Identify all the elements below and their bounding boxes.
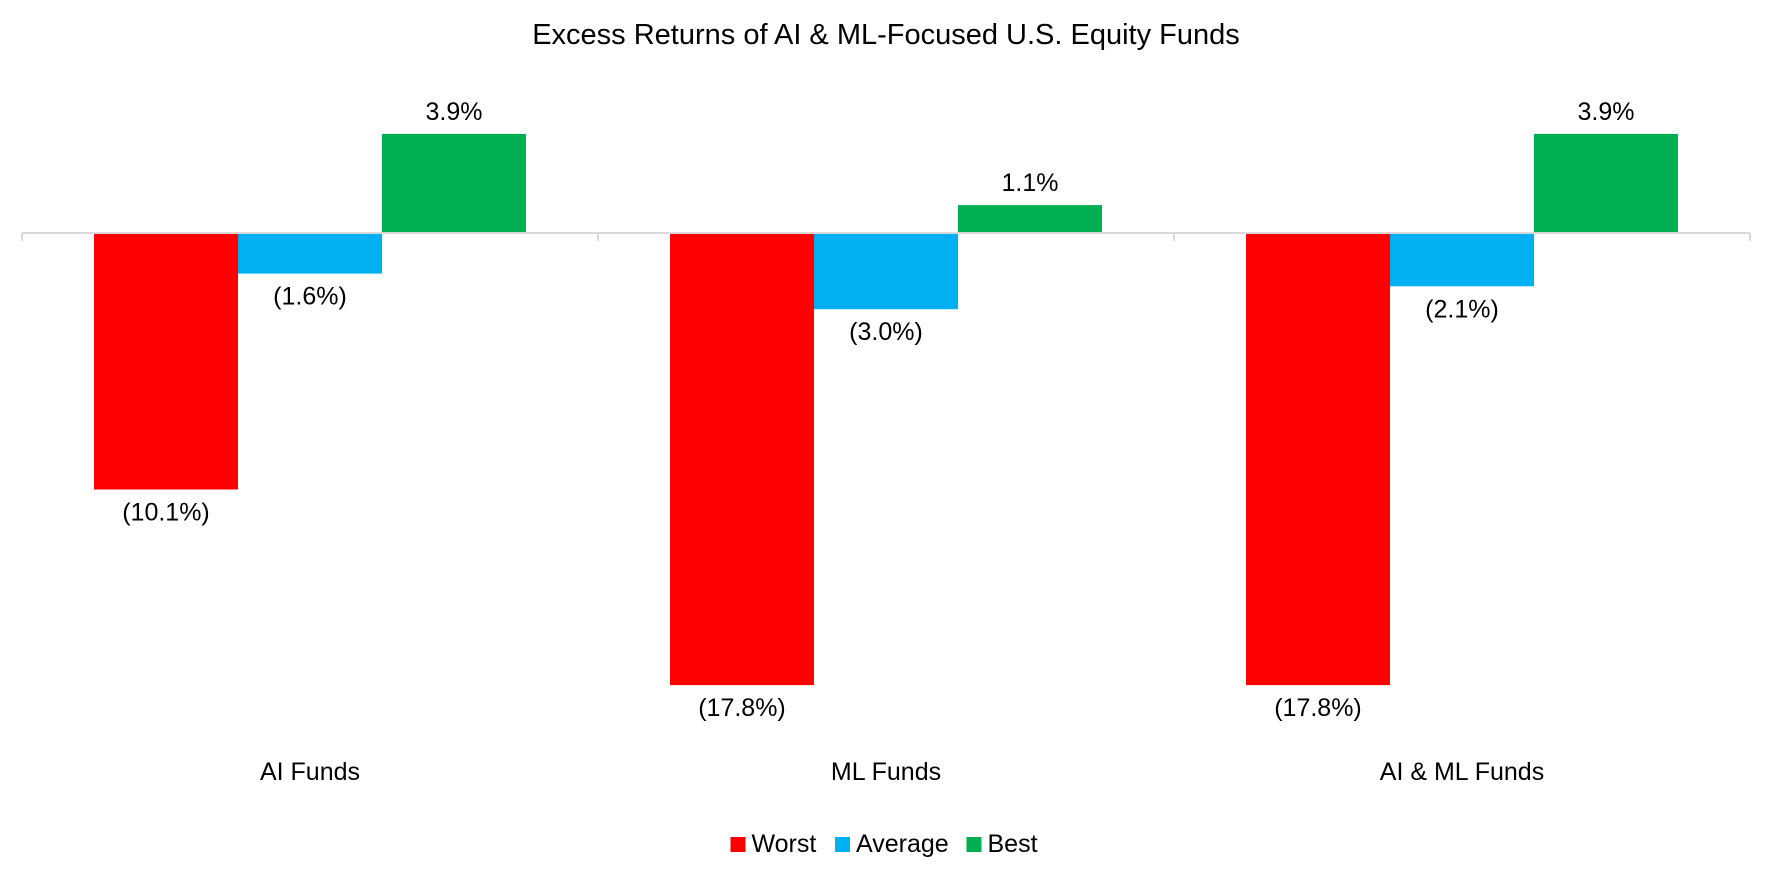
chart-title: Excess Returns of AI & ML-Focused U.S. E… <box>532 19 1240 51</box>
data-label-average-ai-and-ml-funds: (2.1%) <box>1425 295 1499 323</box>
legend-swatch-best <box>966 837 982 852</box>
category-labels-layer: AI Funds ML Funds AI & ML Funds <box>260 758 1544 786</box>
bar-best-ai-and-ml-funds <box>1534 133 1678 233</box>
bar-best-ml-funds <box>958 205 1102 233</box>
legend: Worst Average Best <box>730 830 1038 858</box>
zero-axis <box>21 232 1751 241</box>
category-label-ai-funds: AI Funds <box>260 758 360 786</box>
category-label-ml-funds: ML Funds <box>831 758 941 786</box>
data-labels-layer: (10.1%) (1.6%) 3.9% (17.8%) (3.0%) 1.1% (17.8%… <box>122 98 1634 722</box>
bar-worst-ai-and-ml-funds <box>1246 233 1390 686</box>
data-label-worst-ai-funds: (10.1%) <box>122 499 210 527</box>
bar-average-ai-funds <box>238 233 382 274</box>
legend-swatch-average <box>835 837 850 852</box>
bar-worst-ai-funds <box>94 233 238 490</box>
legend-label-worst: Worst <box>752 830 817 858</box>
legend-label-average: Average <box>856 830 949 858</box>
data-label-worst-ml-funds: (17.8%) <box>698 694 786 722</box>
legend-swatch-worst <box>730 837 746 852</box>
bar-average-ai-and-ml-funds <box>1390 233 1534 287</box>
data-label-worst-ai-and-ml-funds: (17.8%) <box>1274 694 1362 722</box>
bar-best-ai-funds <box>382 133 526 233</box>
category-label-ai-and-ml-funds: AI & ML Funds <box>1380 758 1544 786</box>
bars-layer <box>94 133 1678 686</box>
bar-average-ml-funds <box>814 233 958 310</box>
bar-worst-ml-funds <box>670 233 814 686</box>
data-label-best-ai-funds: 3.9% <box>426 98 483 126</box>
data-label-best-ml-funds: 1.1% <box>1002 169 1059 197</box>
data-label-average-ai-funds: (1.6%) <box>273 283 347 311</box>
data-label-average-ml-funds: (3.0%) <box>849 318 923 346</box>
legend-label-best: Best <box>988 830 1038 858</box>
data-label-best-ai-and-ml-funds: 3.9% <box>1578 98 1635 126</box>
